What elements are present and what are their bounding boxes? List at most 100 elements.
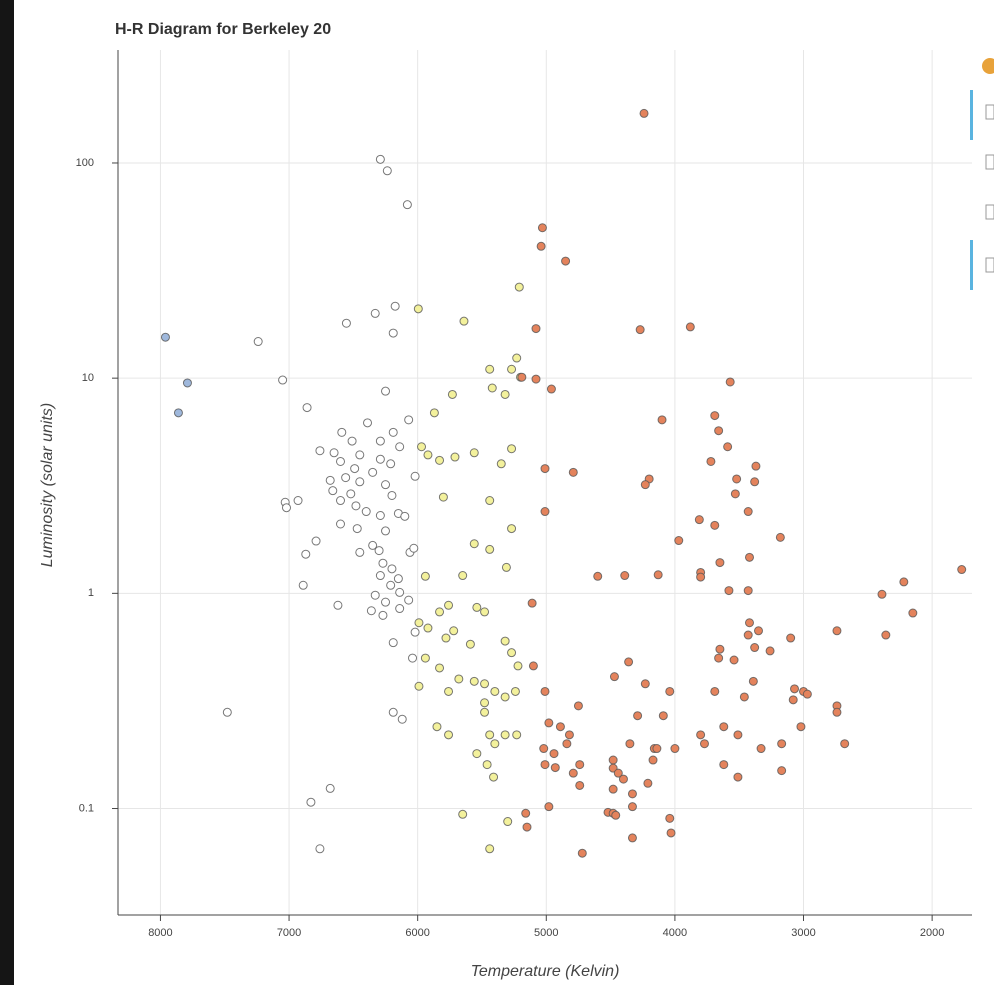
point	[387, 490, 397, 500]
y-tick-label: 100	[76, 157, 94, 169]
point	[386, 580, 396, 590]
y-tick-label: 0.1	[79, 802, 94, 814]
point	[733, 772, 743, 782]
point	[528, 661, 538, 671]
point	[507, 364, 517, 374]
point	[521, 808, 531, 818]
point	[449, 626, 459, 636]
point	[361, 507, 371, 517]
point	[618, 774, 628, 784]
point	[382, 166, 392, 176]
point	[744, 618, 754, 628]
point	[517, 372, 527, 382]
point	[420, 653, 430, 663]
toolbar-active	[970, 90, 973, 140]
point	[609, 672, 619, 682]
point	[540, 686, 550, 696]
point	[611, 810, 621, 820]
point	[714, 653, 724, 663]
point	[388, 328, 398, 338]
point	[666, 828, 676, 838]
point	[536, 241, 546, 251]
point	[409, 543, 419, 553]
toolbar-pan[interactable]	[985, 104, 994, 120]
point	[469, 448, 479, 458]
point	[723, 442, 733, 452]
point	[694, 515, 704, 525]
toolbar-save[interactable]	[985, 257, 994, 273]
point	[450, 452, 460, 462]
point	[435, 607, 445, 617]
point	[743, 630, 753, 640]
point	[368, 540, 378, 550]
toolbar-wheel[interactable]	[985, 204, 994, 220]
point	[381, 526, 391, 536]
point	[544, 802, 554, 812]
point	[459, 316, 469, 326]
point	[620, 571, 630, 581]
point	[381, 597, 391, 607]
point	[417, 442, 427, 452]
point	[336, 456, 346, 466]
point	[549, 749, 559, 759]
toolbar-logo[interactable]	[982, 58, 994, 74]
y-axis-label: Luminosity (solar units)	[39, 403, 56, 568]
point	[643, 778, 653, 788]
point	[527, 598, 537, 608]
point	[732, 474, 742, 484]
point	[429, 408, 439, 418]
point	[363, 418, 373, 428]
point	[341, 318, 351, 328]
point	[724, 586, 734, 596]
x-tick-label: 7000	[277, 927, 301, 939]
point	[393, 574, 403, 584]
point	[881, 630, 891, 640]
point	[750, 643, 760, 653]
point	[444, 730, 454, 740]
point	[777, 766, 787, 776]
point	[627, 833, 637, 843]
point	[561, 256, 571, 266]
point	[750, 477, 760, 487]
point	[480, 707, 490, 717]
point	[777, 739, 787, 749]
point	[302, 403, 312, 413]
point	[719, 722, 729, 732]
point	[756, 744, 766, 754]
point	[402, 200, 412, 210]
toolbar	[970, 58, 994, 290]
point	[714, 426, 724, 436]
point	[480, 698, 490, 708]
point	[370, 590, 380, 600]
point	[715, 644, 725, 654]
x-tick-label: 5000	[534, 927, 558, 939]
point	[480, 607, 490, 617]
point	[729, 655, 739, 665]
point	[625, 739, 635, 749]
point	[444, 600, 454, 610]
point	[423, 450, 433, 460]
point	[381, 480, 391, 490]
point	[472, 602, 482, 612]
point	[482, 760, 492, 770]
point	[685, 322, 695, 332]
point	[908, 608, 918, 618]
x-tick-label: 3000	[791, 927, 815, 939]
point	[375, 571, 385, 581]
x-axis-label: Temperature (Kelvin)	[471, 963, 620, 980]
point	[278, 375, 288, 385]
toolbar-zoom[interactable]	[985, 154, 994, 170]
point	[447, 389, 457, 399]
point	[420, 571, 430, 581]
point	[696, 572, 706, 582]
point	[347, 436, 357, 446]
point	[710, 686, 720, 696]
point	[490, 739, 500, 749]
point	[328, 486, 338, 496]
point	[670, 744, 680, 754]
point	[351, 501, 361, 511]
point	[336, 496, 346, 506]
point	[469, 539, 479, 549]
chart-title: H-R Diagram for Berkeley 20	[115, 21, 331, 38]
